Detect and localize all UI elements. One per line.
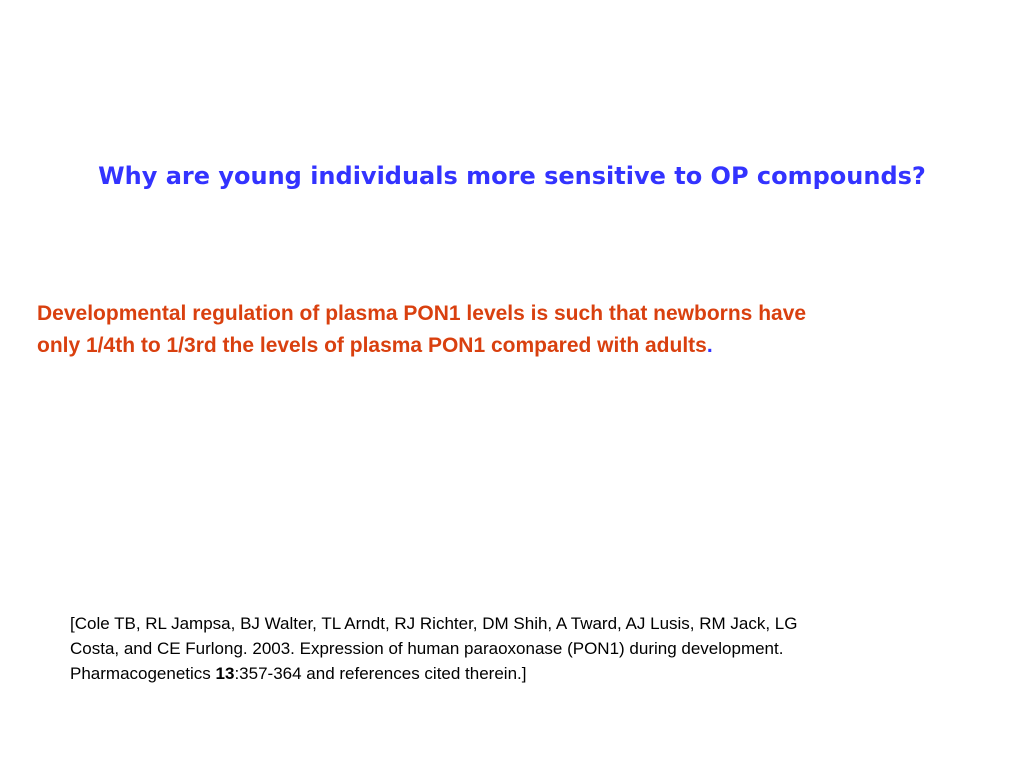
reference: [Cole TB, RL Jampsa, BJ Walter, TL Arndt… <box>70 611 798 686</box>
journal: Pharmacogenetics <box>70 664 216 683</box>
body-line-text: only 1/4th to 1/3rd the levels of plasma… <box>37 334 707 357</box>
body-period: . <box>706 334 713 357</box>
volume: 13 <box>215 664 235 683</box>
reference-line: Costa, and CE Furlong. 2003. Expression … <box>70 639 784 658</box>
body-text: Developmental regulation of plasma PON1 … <box>37 298 806 362</box>
body-line: only 1/4th to 1/3rd the levels of plasma… <box>37 330 806 362</box>
reference-line: [Cole TB, RL Jampsa, BJ Walter, TL Arndt… <box>70 614 798 633</box>
slide-title: Why are young individuals more sensitive… <box>98 162 926 190</box>
body-line: Developmental regulation of plasma PON1 … <box>37 302 807 325</box>
reference-line: Pharmacogenetics 13:357-364 and referenc… <box>70 661 798 686</box>
pages: :357-364 and references cited therein.] <box>234 664 527 683</box>
